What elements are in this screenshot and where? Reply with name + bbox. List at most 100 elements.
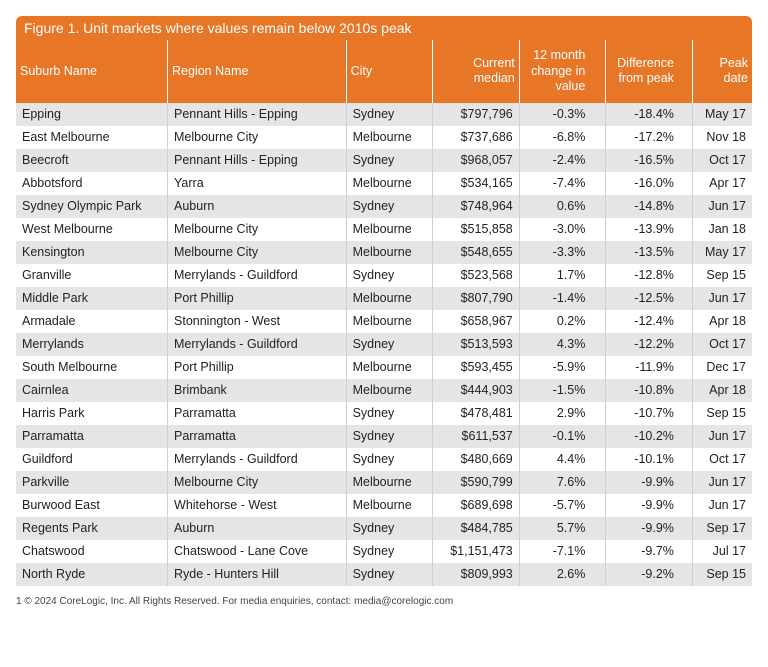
table-cell: Sydney — [346, 517, 433, 540]
table-cell: $534,165 — [433, 172, 520, 195]
table-cell: $797,796 — [433, 103, 520, 126]
table-cell: Jan 18 — [692, 218, 752, 241]
table-cell: Regents Park — [16, 517, 168, 540]
table-cell: Sydney — [346, 540, 433, 563]
table-cell: -7.1% — [519, 540, 606, 563]
table-cell: Melbourne — [346, 356, 433, 379]
table-cell: Sydney — [346, 264, 433, 287]
table-row: AbbotsfordYarraMelbourne$534,165-7.4%-16… — [16, 172, 752, 195]
table-cell: -18.4% — [606, 103, 693, 126]
table-cell: Jun 17 — [692, 287, 752, 310]
table-cell: Sep 15 — [692, 264, 752, 287]
table-cell: 4.3% — [519, 333, 606, 356]
table-cell: Epping — [16, 103, 168, 126]
figure-title: Figure 1. Unit markets where values rema… — [16, 16, 752, 40]
table-row: West MelbourneMelbourne CityMelbourne$51… — [16, 218, 752, 241]
table-cell: $658,967 — [433, 310, 520, 333]
table-row: BeecroftPennant Hills - EppingSydney$968… — [16, 149, 752, 172]
table-cell: Apr 18 — [692, 310, 752, 333]
table-row: Harris ParkParramattaSydney$478,4812.9%-… — [16, 402, 752, 425]
table-cell: Yarra — [168, 172, 347, 195]
table-cell: Apr 18 — [692, 379, 752, 402]
table-cell: Sydney — [346, 333, 433, 356]
table-cell: $737,686 — [433, 126, 520, 149]
table-cell: Guildford — [16, 448, 168, 471]
table-cell: Sep 15 — [692, 563, 752, 586]
table-cell: Granville — [16, 264, 168, 287]
table-cell: -16.0% — [606, 172, 693, 195]
table-cell: Middle Park — [16, 287, 168, 310]
table-cell: $513,593 — [433, 333, 520, 356]
table-cell: Sydney — [346, 448, 433, 471]
table-row: KensingtonMelbourne CityMelbourne$548,65… — [16, 241, 752, 264]
table-cell: 2.9% — [519, 402, 606, 425]
table-cell: 0.2% — [519, 310, 606, 333]
table-cell: Beecroft — [16, 149, 168, 172]
table-cell: Sydney — [346, 103, 433, 126]
table-cell: Pennant Hills - Epping — [168, 103, 347, 126]
table-cell: Oct 17 — [692, 333, 752, 356]
table-cell: Melbourne City — [168, 126, 347, 149]
table-cell: Pennant Hills - Epping — [168, 149, 347, 172]
table-cell: -13.5% — [606, 241, 693, 264]
table-row: Burwood EastWhitehorse - WestMelbourne$6… — [16, 494, 752, 517]
table-cell: South Melbourne — [16, 356, 168, 379]
table-cell: -17.2% — [606, 126, 693, 149]
table-cell: -9.9% — [606, 517, 693, 540]
table-cell: Auburn — [168, 517, 347, 540]
table-cell: Sydney — [346, 563, 433, 586]
table-cell: Melbourne — [346, 126, 433, 149]
table-cell: -16.5% — [606, 149, 693, 172]
table-cell: -12.8% — [606, 264, 693, 287]
table-cell: Cairnlea — [16, 379, 168, 402]
table-cell: 5.7% — [519, 517, 606, 540]
table-cell: -14.8% — [606, 195, 693, 218]
table-cell: -12.5% — [606, 287, 693, 310]
table-cell: -0.3% — [519, 103, 606, 126]
table-cell: Oct 17 — [692, 448, 752, 471]
table-cell: Melbourne — [346, 218, 433, 241]
table-cell: $590,799 — [433, 471, 520, 494]
table-cell: $1,151,473 — [433, 540, 520, 563]
table-cell: Apr 17 — [692, 172, 752, 195]
table-cell: -10.2% — [606, 425, 693, 448]
table-cell: Dec 17 — [692, 356, 752, 379]
table-cell: Whitehorse - West — [168, 494, 347, 517]
table-cell: -0.1% — [519, 425, 606, 448]
table-row: South MelbournePort PhillipMelbourne$593… — [16, 356, 752, 379]
table-cell: Jul 17 — [692, 540, 752, 563]
table-cell: -12.2% — [606, 333, 693, 356]
table-cell: $611,537 — [433, 425, 520, 448]
table-row: GranvilleMerrylands - GuildfordSydney$52… — [16, 264, 752, 287]
table-cell: Sydney — [346, 195, 433, 218]
table-cell: Melbourne — [346, 471, 433, 494]
col-header-diff: Difference from peak — [606, 40, 693, 103]
table-cell: Nov 18 — [692, 126, 752, 149]
table-cell: Sydney — [346, 149, 433, 172]
table-cell: Melbourne — [346, 494, 433, 517]
table-cell: -3.3% — [519, 241, 606, 264]
table-row: ChatswoodChatswood - Lane CoveSydney$1,1… — [16, 540, 752, 563]
table-cell: $807,790 — [433, 287, 520, 310]
table-cell: Oct 17 — [692, 149, 752, 172]
table-cell: Port Phillip — [168, 356, 347, 379]
table-cell: 7.6% — [519, 471, 606, 494]
table-row: ParkvilleMelbourne CityMelbourne$590,799… — [16, 471, 752, 494]
col-header-region: Region Name — [168, 40, 347, 103]
table-cell: -10.7% — [606, 402, 693, 425]
table-row: North RydeRyde - Hunters HillSydney$809,… — [16, 563, 752, 586]
table-cell: -10.8% — [606, 379, 693, 402]
table-cell: Melbourne City — [168, 218, 347, 241]
table-cell: $484,785 — [433, 517, 520, 540]
table-cell: Melbourne — [346, 310, 433, 333]
table-cell: -9.9% — [606, 494, 693, 517]
table-cell: -1.4% — [519, 287, 606, 310]
table-cell: Sydney — [346, 425, 433, 448]
table-cell: $593,455 — [433, 356, 520, 379]
table-header-row: Suburb Name Region Name City Current med… — [16, 40, 752, 103]
table-cell: $689,698 — [433, 494, 520, 517]
table-cell: -2.4% — [519, 149, 606, 172]
table-cell: Sydney Olympic Park — [16, 195, 168, 218]
table-row: Regents ParkAuburnSydney$484,7855.7%-9.9… — [16, 517, 752, 540]
col-header-change: 12 month change in value — [519, 40, 606, 103]
